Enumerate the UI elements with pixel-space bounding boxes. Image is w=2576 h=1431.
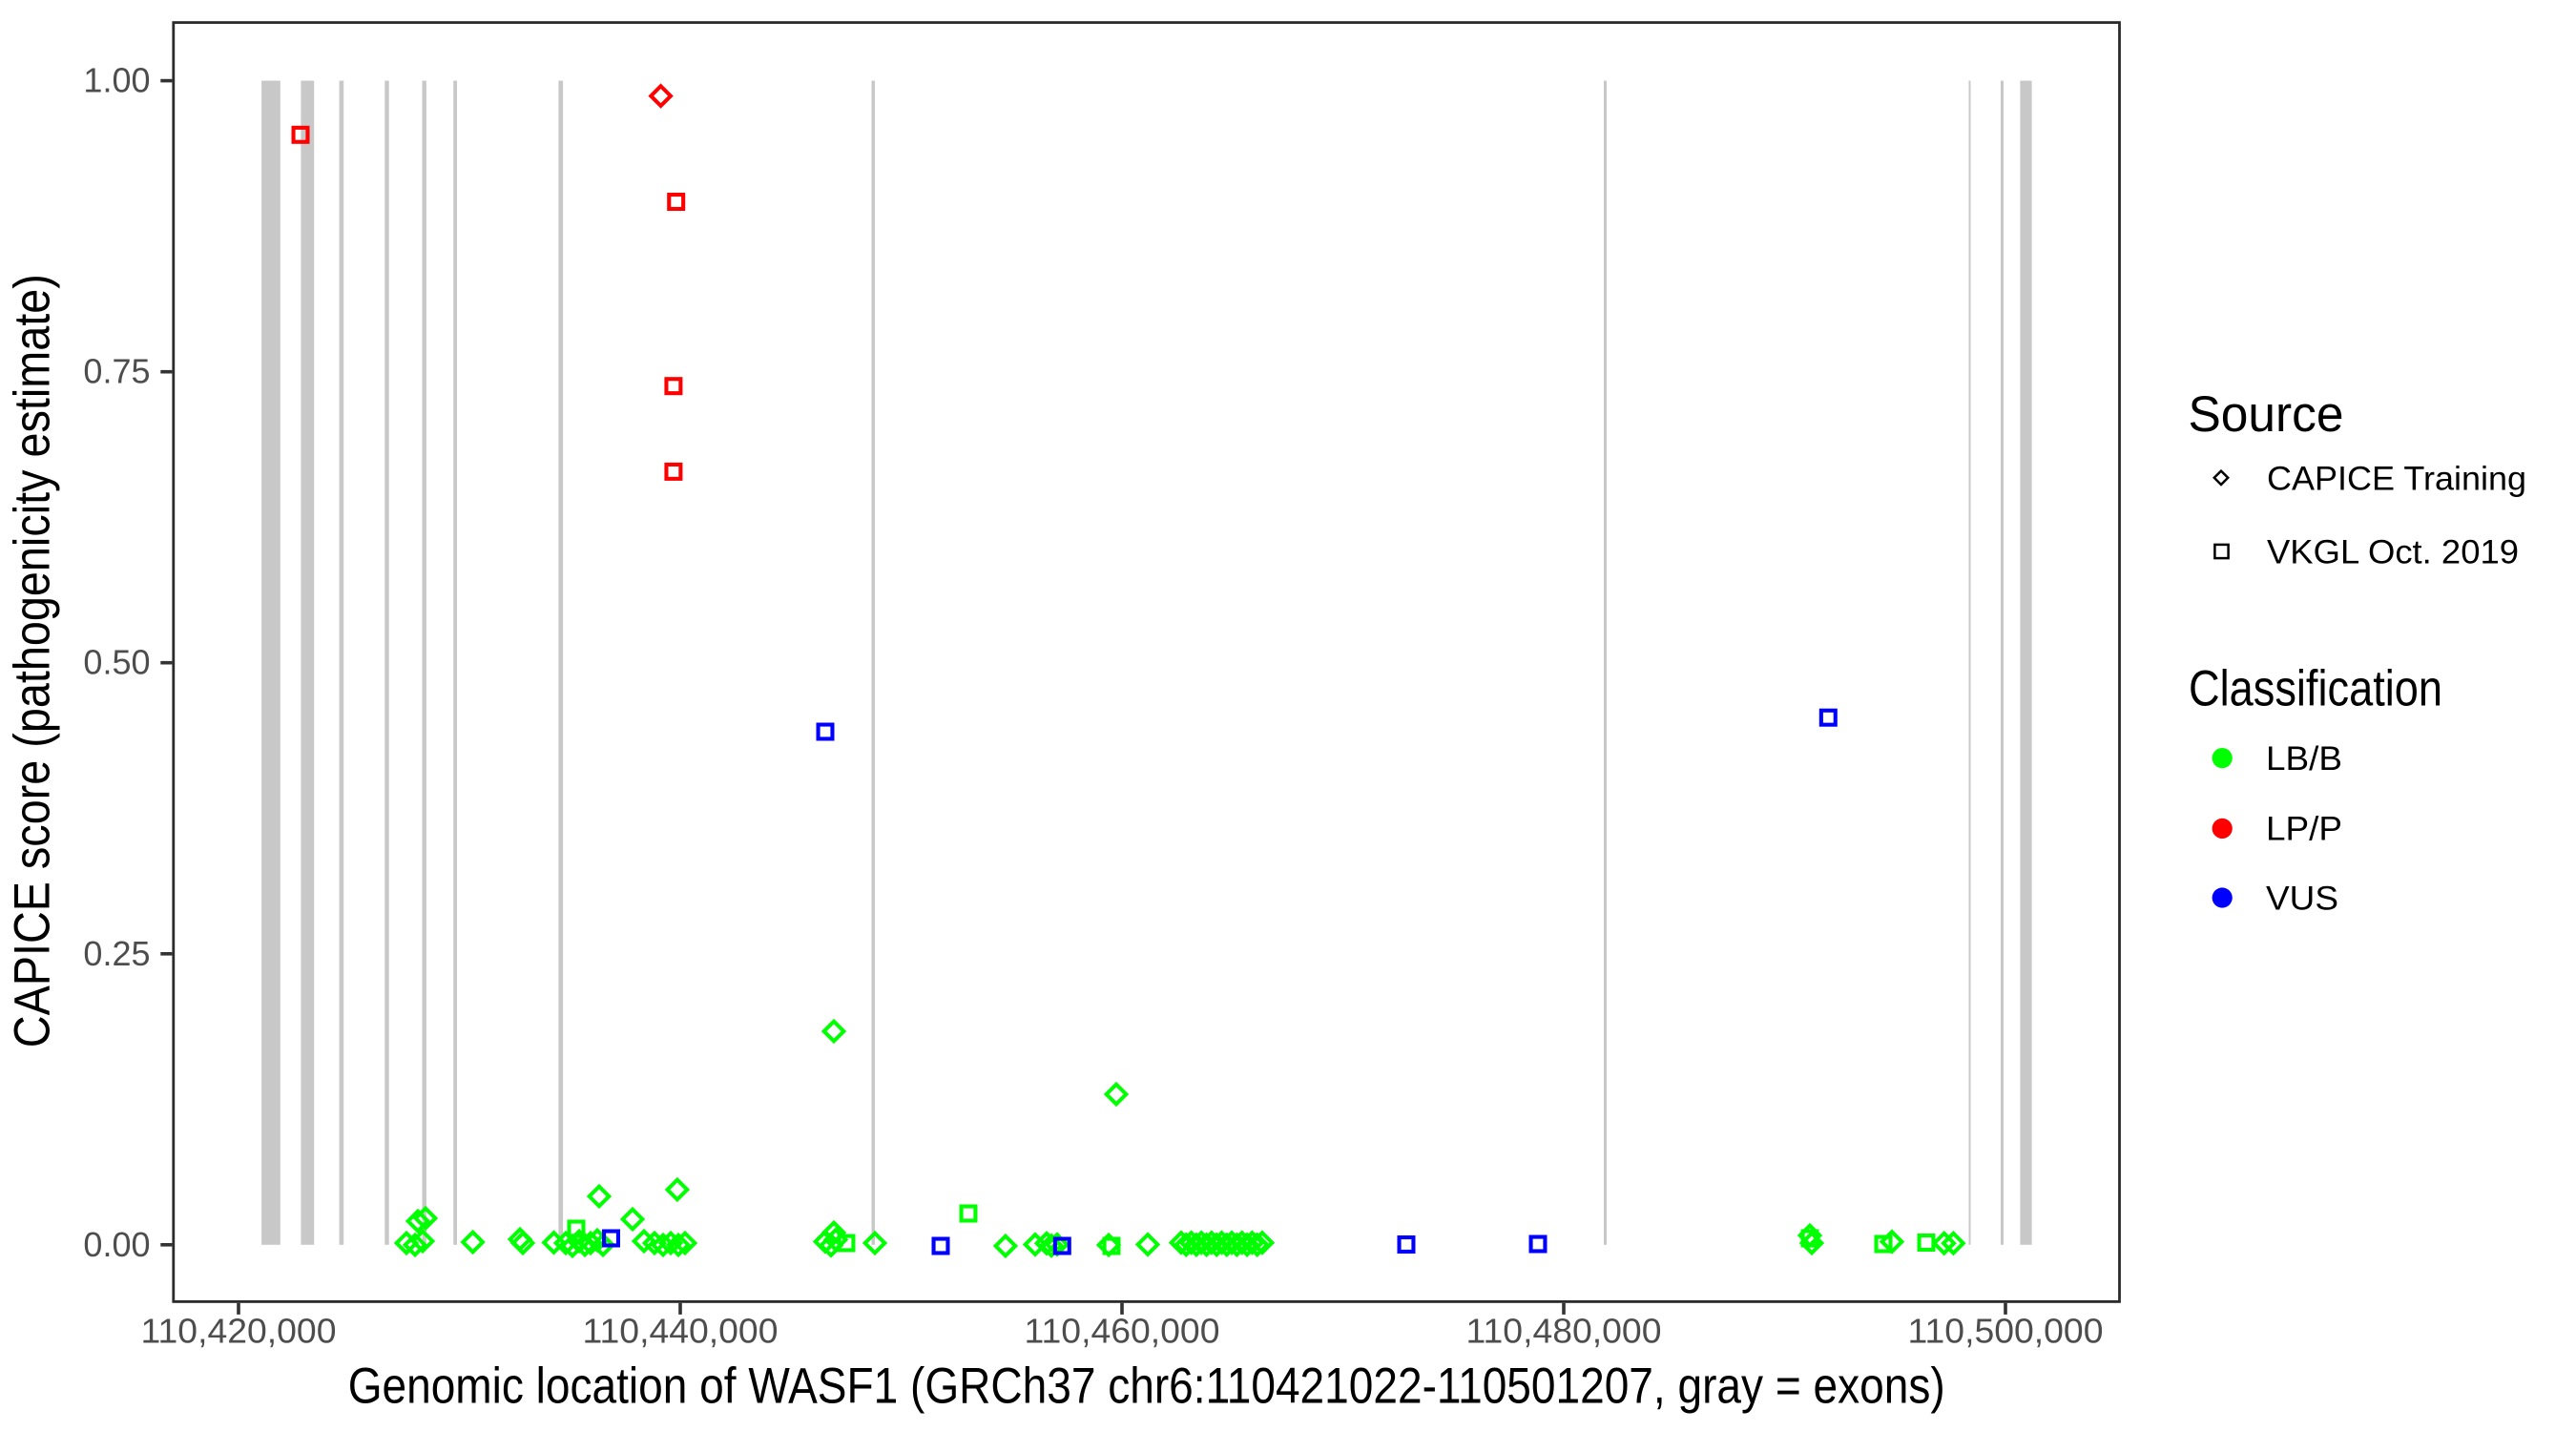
svg-text:Genomic location of WASF1 (GRC: Genomic location of WASF1 (GRCh37 chr6:1… bbox=[348, 1358, 1945, 1415]
svg-text:110,420,000: 110,420,000 bbox=[141, 1311, 337, 1350]
svg-text:VKGL Oct. 2019: VKGL Oct. 2019 bbox=[2267, 533, 2519, 571]
svg-text:CAPICE Training: CAPICE Training bbox=[2267, 459, 2526, 497]
svg-text:LB/B: LB/B bbox=[2266, 739, 2342, 778]
svg-text:VUS: VUS bbox=[2266, 879, 2338, 917]
svg-text:Source: Source bbox=[2189, 386, 2344, 443]
svg-text:Classification: Classification bbox=[2189, 660, 2442, 716]
svg-text:0.50: 0.50 bbox=[83, 643, 150, 682]
svg-text:0.00: 0.00 bbox=[83, 1225, 150, 1264]
svg-text:110,500,000: 110,500,000 bbox=[1908, 1311, 2104, 1350]
svg-text:0.25: 0.25 bbox=[83, 934, 150, 973]
svg-text:1.00: 1.00 bbox=[83, 61, 150, 100]
svg-text:LP/P: LP/P bbox=[2266, 810, 2342, 848]
svg-text:110,460,000: 110,460,000 bbox=[1025, 1311, 1220, 1350]
svg-text:0.75: 0.75 bbox=[83, 352, 150, 391]
svg-text:110,440,000: 110,440,000 bbox=[583, 1311, 779, 1350]
svg-text:110,480,000: 110,480,000 bbox=[1466, 1311, 1662, 1350]
svg-text:CAPICE score (pathogenicity es: CAPICE score (pathogenicity estimate) bbox=[4, 274, 60, 1047]
